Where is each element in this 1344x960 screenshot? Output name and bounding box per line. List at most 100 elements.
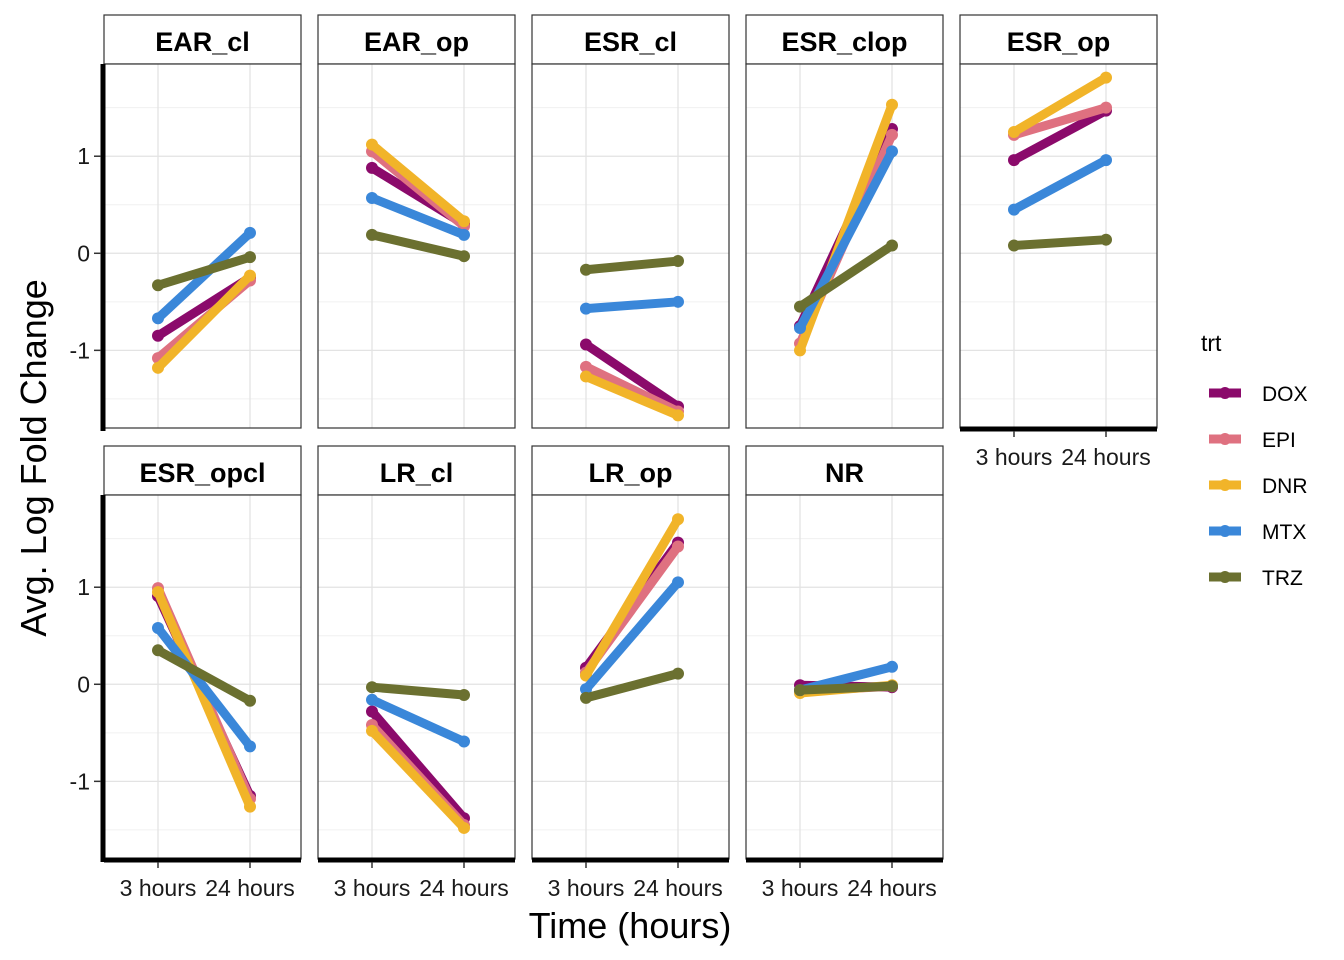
- data-point-lr-cl-trz-1: [366, 681, 378, 694]
- data-point-esr-opcl-mtx-2: [244, 740, 256, 753]
- legend-label-trz: TRZ: [1262, 567, 1303, 590]
- x-tick-label-nr-1: 3 hours: [762, 875, 839, 901]
- data-point-esr-opcl-trz-1: [152, 644, 164, 657]
- data-point-lr-op-mtx-1: [580, 683, 592, 696]
- panel-border-esr-cl: [531, 63, 730, 429]
- y-axis-title: Avg. Log Fold Change: [13, 279, 54, 637]
- strip-title-ear-cl: EAR_cl: [155, 27, 250, 57]
- strip-title-lr-op: LR_op: [589, 458, 673, 488]
- data-point-esr-clop-trz-1: [794, 300, 806, 313]
- data-point-esr-op-dox-1: [1008, 154, 1020, 167]
- panel-lr-op: LR_op: [531, 445, 730, 860]
- data-point-ear-cl-dnr-2: [244, 269, 256, 282]
- legend-label-dnr: DNR: [1262, 475, 1308, 498]
- strip-lr-cl: [317, 445, 516, 496]
- data-point-lr-cl-mtx-2: [458, 735, 470, 748]
- x-tick-label-esr-opcl-2: 24 hours: [205, 875, 295, 901]
- data-point-esr-op-trz-1: [1008, 239, 1020, 252]
- x-tick-label-esr-opcl-1: 3 hours: [120, 875, 197, 901]
- data-point-nr-mtx-2: [886, 660, 898, 673]
- series-line-esr-opcl-mtx: [154, 625, 254, 750]
- series-line-lr-cl-dox: [368, 708, 468, 822]
- series-line-esr-cl-mtx: [585, 297, 679, 314]
- data-point-lr-op-mtx-2: [672, 576, 684, 589]
- data-point-lr-cl-mtx-1: [366, 693, 378, 706]
- panel-esr-cl: ESR_cl: [531, 14, 730, 429]
- panel-esr-clop: ESR_clop: [745, 14, 944, 429]
- strip-title-lr-cl: LR_cl: [380, 458, 454, 488]
- x-tick-label-lr-op-1: 3 hours: [548, 875, 625, 901]
- legend-key-point-trz: [1219, 571, 1231, 583]
- data-point-esr-cl-trz-2: [672, 255, 684, 268]
- panel-ear-op: EAR_op: [317, 14, 516, 429]
- series-line-esr-clop-trz: [797, 241, 895, 311]
- legend-label-dox: DOX: [1262, 383, 1308, 406]
- data-point-nr-trz-1: [794, 684, 806, 697]
- data-point-esr-opcl-dnr-2: [244, 800, 256, 813]
- data-point-nr-trz-2: [886, 680, 898, 693]
- data-point-esr-op-dnr-1: [1008, 125, 1020, 138]
- x-tick-label-nr-2: 24 hours: [847, 875, 937, 901]
- series-line-lr-cl-mtx: [370, 695, 466, 746]
- panel-background-ear-cl: [104, 64, 301, 428]
- series-line-esr-op-dnr: [1011, 73, 1109, 136]
- panel-lr-cl: LR_cl: [317, 445, 516, 860]
- data-point-esr-cl-dnr-1: [580, 370, 592, 383]
- data-point-esr-op-mtx-1: [1008, 203, 1020, 216]
- data-point-esr-op-trz-2: [1100, 233, 1112, 246]
- data-point-esr-clop-dnr-2: [886, 98, 898, 111]
- legend-key-point-epi: [1219, 433, 1231, 445]
- strip-ear-cl: [103, 14, 302, 65]
- data-point-esr-opcl-mtx-1: [152, 621, 164, 634]
- y-tick-label-row-1: -1: [70, 337, 90, 363]
- data-point-ear-op-dox-1: [366, 161, 378, 174]
- data-point-ear-op-dnr-2: [458, 215, 470, 228]
- series-line-nr-trz: [799, 681, 893, 695]
- legend-key-point-mtx: [1219, 525, 1231, 537]
- x-axis-title: Time (hours): [529, 905, 732, 946]
- data-point-ear-op-trz-2: [458, 250, 470, 263]
- data-point-esr-opcl-dnr-1: [152, 586, 164, 599]
- strip-title-esr-cl: ESR_cl: [584, 27, 677, 57]
- data-point-ear-op-mtx-2: [458, 228, 470, 241]
- data-point-esr-cl-dox-1: [580, 338, 592, 351]
- data-point-lr-cl-dnr-2: [458, 821, 470, 834]
- strip-esr-cl: [531, 14, 730, 65]
- y-tick-label-row-1: 0: [77, 240, 90, 266]
- panel-ear-cl: EAR_cl: [103, 14, 302, 429]
- y-tick-label-row-2: 0: [77, 671, 90, 697]
- data-point-lr-cl-dox-1: [366, 705, 378, 718]
- x-tick-label-lr-cl-1: 3 hours: [334, 875, 411, 901]
- data-point-esr-op-epi-2: [1100, 101, 1112, 114]
- data-point-esr-cl-epi-1: [580, 360, 592, 373]
- series-line-ear-cl-trz: [156, 252, 252, 290]
- data-point-lr-op-trz-1: [580, 691, 592, 704]
- data-point-ear-cl-trz-2: [244, 251, 256, 264]
- series-line-ear-op-dnr: [369, 141, 467, 225]
- data-point-esr-clop-dnr-1: [794, 344, 806, 357]
- series-line-esr-opcl-dnr: [153, 590, 255, 809]
- y-tick-label-row-2: -1: [70, 768, 90, 794]
- series-line-esr-op-mtx: [1011, 156, 1109, 214]
- y-tick-label-row-2: 1: [77, 574, 90, 600]
- series-line-esr-op-epi: [1012, 103, 1108, 140]
- data-point-ear-cl-trz-1: [152, 279, 164, 292]
- data-point-esr-cl-dnr-2: [672, 409, 684, 422]
- series-line-ear-op-trz: [370, 230, 466, 261]
- data-point-lr-op-dnr-1: [580, 669, 592, 682]
- data-point-lr-cl-dnr-1: [366, 724, 378, 737]
- data-point-ear-op-trz-1: [366, 228, 378, 241]
- panel-nr: NR: [745, 445, 944, 860]
- data-point-esr-clop-trz-2: [886, 239, 898, 252]
- series-line-lr-cl-dnr: [368, 727, 468, 832]
- series-line-lr-op-trz: [584, 669, 680, 703]
- legend-label-epi: EPI: [1262, 429, 1296, 452]
- series-line-esr-cl-dox: [583, 340, 681, 411]
- series-line-lr-op-mtx: [582, 579, 682, 693]
- legend: trt DOX EPI DNR MTX TRZ: [1201, 330, 1308, 590]
- panel-background-lr-op: [532, 495, 729, 859]
- series-line-ear-cl-dnr: [154, 272, 254, 371]
- data-point-ear-cl-dnr-1: [152, 361, 164, 374]
- data-point-lr-cl-trz-2: [458, 688, 470, 701]
